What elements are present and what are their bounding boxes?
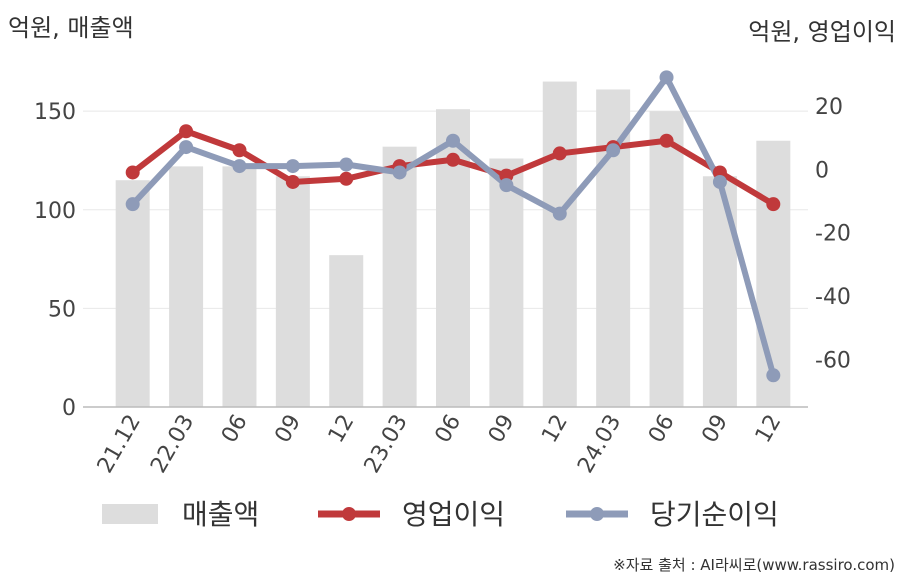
x-tick-3: 09 xyxy=(270,411,306,448)
series-1-point-2 xyxy=(232,159,247,174)
left-tick-1: 50 xyxy=(48,297,76,322)
bar-8 xyxy=(542,81,577,407)
legend-label-revenue: 매출액 xyxy=(182,498,259,531)
right-tick-4: -60 xyxy=(815,348,851,373)
bar-3 xyxy=(275,176,310,407)
series-1-point-10 xyxy=(659,70,674,85)
bar-1 xyxy=(169,166,204,407)
series-0-point-3 xyxy=(285,174,300,189)
x-tick-6: 06 xyxy=(431,411,467,448)
right-tick-2: -20 xyxy=(815,222,851,247)
bar-4 xyxy=(329,255,364,407)
series-1-point-0 xyxy=(125,197,140,212)
x-tick-10: 06 xyxy=(644,411,680,448)
series-0-point-0 xyxy=(125,165,140,180)
series-1-point-6 xyxy=(446,133,460,148)
series-0-point-10 xyxy=(659,133,674,148)
legend-label-operating-profit: 영업이익 xyxy=(402,498,505,531)
bar-series xyxy=(115,81,791,408)
line-series xyxy=(125,70,781,383)
left-axis-ticks: 0 50 100 150 xyxy=(34,100,76,421)
x-tick-5: 23.03 xyxy=(360,411,413,478)
series-0-point-2 xyxy=(232,143,247,158)
legend-marker-net-income xyxy=(590,507,604,521)
bar-7 xyxy=(489,158,524,407)
x-tick-1: 22.03 xyxy=(146,411,199,478)
x-tick-0: 21.12 xyxy=(93,411,146,478)
left-tick-0: 0 xyxy=(62,396,76,421)
bar-0 xyxy=(115,180,150,407)
x-tick-2: 06 xyxy=(217,411,253,448)
series-0-point-4 xyxy=(339,171,354,186)
series-0-point-6 xyxy=(446,152,460,167)
x-tick-8: 12 xyxy=(537,411,573,448)
series-0-point-1 xyxy=(179,124,194,139)
left-tick-2: 100 xyxy=(34,199,76,224)
bar-11 xyxy=(702,176,737,407)
left-axis-unit-label: 억원, 매출액 xyxy=(8,14,134,42)
right-tick-1: 0 xyxy=(815,158,829,183)
legend-marker-operating-profit xyxy=(342,507,356,521)
x-tick-4: 12 xyxy=(324,411,360,448)
right-tick-3: -40 xyxy=(815,285,851,310)
bar-2 xyxy=(222,166,257,407)
right-axis-unit-label: 억원, 영업이익 xyxy=(748,18,896,46)
x-tick-9: 24.03 xyxy=(573,411,626,478)
series-1-point-12 xyxy=(766,368,781,383)
right-tick-0: 20 xyxy=(815,95,843,120)
series-1-point-8 xyxy=(552,206,567,221)
bar-12 xyxy=(756,140,791,407)
right-axis-ticks: 20 0 -20 -40 -60 xyxy=(815,95,851,374)
series-1-point-3 xyxy=(285,159,300,174)
series-1-point-9 xyxy=(606,143,621,158)
x-tick-11: 09 xyxy=(697,411,733,448)
legend-swatch-revenue xyxy=(102,504,158,524)
legend: 매출액 영업이익 당기순이익 xyxy=(102,498,779,531)
series-1-point-1 xyxy=(179,140,194,155)
series-0-point-12 xyxy=(766,197,781,212)
source-note: ※자료 출처 : AI라씨로(www.rassiro.com) xyxy=(613,556,895,574)
series-1-point-4 xyxy=(339,157,354,172)
x-tick-12: 12 xyxy=(751,411,787,448)
series-1-point-11 xyxy=(712,174,727,189)
series-1-point-7 xyxy=(499,178,514,193)
x-axis-ticks: 21.12 22.03 06 09 12 23.03 06 09 12 24.03 06 09 12 xyxy=(93,411,787,478)
legend-label-net-income: 당기순이익 xyxy=(650,498,779,531)
bar-5 xyxy=(382,146,417,407)
series-0-point-8 xyxy=(552,146,567,161)
bar-10 xyxy=(649,111,684,408)
left-tick-3: 150 xyxy=(34,100,76,125)
x-tick-7: 09 xyxy=(484,411,520,448)
series-1-point-5 xyxy=(392,165,407,180)
